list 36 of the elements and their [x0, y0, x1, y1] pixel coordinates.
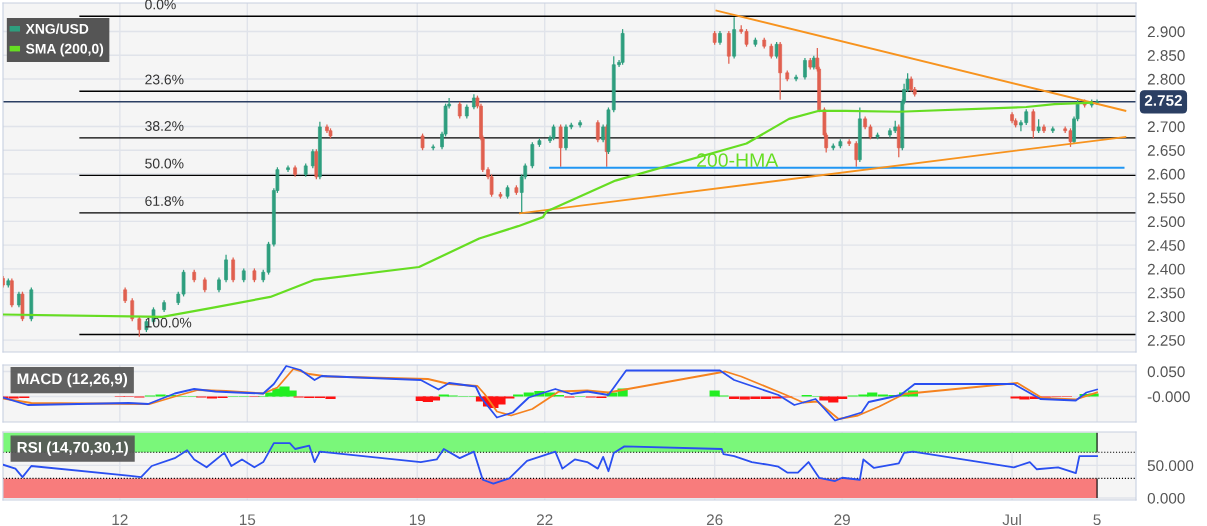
- annotation: 23.6%: [145, 74, 184, 85]
- x-tick-label: 26: [706, 514, 723, 526]
- y-tick-label: -0.000: [1147, 391, 1190, 403]
- y-tick-label: 2.800: [1147, 73, 1185, 85]
- y-tick-label: 2.900: [1147, 26, 1185, 38]
- y-tick-label: 50.000: [1147, 460, 1194, 472]
- x-tick-label: 22: [536, 514, 553, 525]
- chart-title: MACD (12,26,9): [17, 372, 128, 388]
- annotation: 61.8%: [145, 196, 184, 206]
- x-tick-label: 12: [112, 514, 128, 525]
- y-tick-label: 0.000: [1147, 492, 1185, 504]
- x-tick-label: 19: [409, 514, 426, 526]
- y-tick-label: 2.450: [1147, 240, 1185, 251]
- text: RSI (14,70,30,1): [17, 441, 128, 456]
- legend-label: SMA (200,0): [25, 43, 104, 57]
- y-tick-label: 2.850: [1147, 50, 1185, 61]
- x-tick-label: 29: [834, 514, 850, 526]
- annotation: 38.2%: [145, 121, 184, 131]
- y-tick-label: 2.400: [1147, 263, 1185, 275]
- y-tick-label: 2.300: [1147, 311, 1185, 323]
- x-tick-label: 15: [239, 514, 256, 526]
- annotation: 0.0%: [145, 0, 176, 10]
- y-tick-label: 2.550: [1147, 192, 1185, 204]
- legend-label: XNG/USD: [25, 23, 89, 34]
- y-tick-label: 0.050: [1147, 366, 1185, 378]
- annotation: 50.0%: [145, 158, 184, 169]
- y-tick-label: 2.650: [1147, 145, 1185, 156]
- x-tick-label: 5: [1093, 514, 1101, 526]
- y-tick-label: 2.700: [1147, 121, 1185, 133]
- ref-line-label: 2.752: [1144, 95, 1182, 106]
- x-tick-label: Jul: [1002, 513, 1021, 526]
- y-tick-label: 2.500: [1147, 216, 1185, 228]
- y-tick-label: 2.600: [1147, 168, 1185, 180]
- y-tick-label: 2.250: [1147, 335, 1185, 346]
- y-tick-label: 2.350: [1147, 287, 1185, 299]
- annotation: 200-HMA: [697, 153, 779, 168]
